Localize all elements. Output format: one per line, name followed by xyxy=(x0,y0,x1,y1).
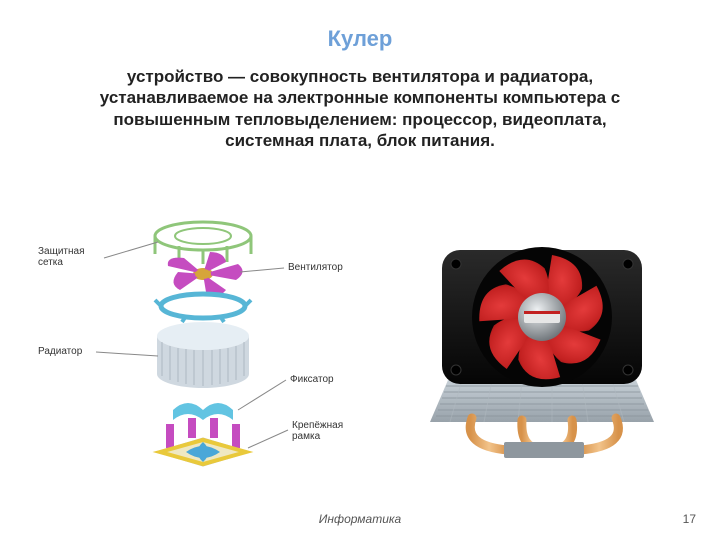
label-heatsink: Радиатор xyxy=(38,346,82,357)
label-clip: Фиксатор xyxy=(290,374,334,385)
slide-title: Кулер xyxy=(0,0,720,52)
guard-icon xyxy=(155,222,251,264)
page-number: 17 xyxy=(683,512,696,526)
footer-text: Информатика xyxy=(0,512,720,526)
heatpipes-icon xyxy=(470,418,618,458)
exploded-diagram: Защитная сетка Вентилятор Радиатор Фикса… xyxy=(38,218,378,478)
heatsink-icon xyxy=(157,322,249,388)
label-fan: Вентилятор xyxy=(288,262,343,273)
ring-icon xyxy=(155,294,251,322)
label-guard: Защитная сетка xyxy=(38,246,85,268)
cooler-render xyxy=(402,240,682,470)
definition-text: устройство — совокупность вентилятора и … xyxy=(80,66,640,151)
cooler-svg xyxy=(402,240,682,470)
clip-icon xyxy=(173,403,233,420)
fan-icon xyxy=(168,252,243,296)
slide: Кулер устройство — совокупность вентилят… xyxy=(0,0,720,540)
label-frame: Крепёжная рамка xyxy=(292,420,343,442)
frame-icon xyxy=(156,418,250,466)
